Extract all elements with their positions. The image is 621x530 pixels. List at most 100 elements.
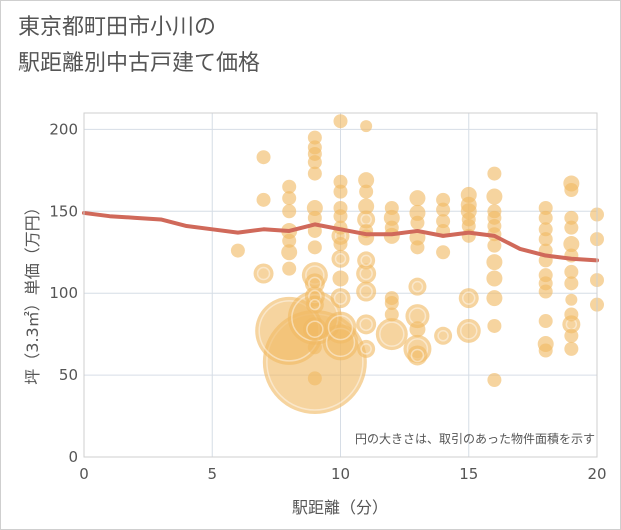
data-bubble <box>359 184 374 199</box>
data-bubble <box>324 311 357 344</box>
x-tick-label: 15 <box>459 465 478 483</box>
data-bubble <box>333 184 348 199</box>
y-tick-label: 50 <box>59 366 78 384</box>
data-bubble-highlight <box>306 320 324 338</box>
data-bubble <box>356 314 377 335</box>
data-bubble <box>256 150 271 165</box>
y-tick-label: 100 <box>49 284 78 302</box>
data-bubble-highlight <box>334 253 347 265</box>
data-bubble <box>564 264 579 279</box>
data-bubble <box>409 190 426 207</box>
data-bubble <box>305 295 324 314</box>
data-bubble <box>538 284 553 299</box>
data-bubble <box>436 202 451 217</box>
data-bubble-highlight <box>359 317 373 332</box>
data-bubble <box>331 249 350 268</box>
data-bubble <box>486 188 503 205</box>
data-bubble-highlight <box>379 321 405 347</box>
data-bubble <box>434 326 453 345</box>
data-bubble <box>538 210 553 225</box>
data-bubble <box>486 270 503 287</box>
data-bubble <box>375 318 408 351</box>
data-bubble <box>564 341 579 356</box>
data-bubble-highlight <box>437 330 449 342</box>
data-bubble <box>357 339 376 358</box>
data-bubble <box>538 314 553 329</box>
data-bubble <box>409 204 426 221</box>
data-bubble <box>487 238 502 253</box>
data-bubble <box>333 114 348 129</box>
data-bubble <box>538 222 553 237</box>
data-bubble-highlight <box>462 291 476 305</box>
data-bubble <box>564 220 579 235</box>
data-bubble-highlight <box>411 280 424 293</box>
data-bubble <box>357 210 376 229</box>
plot-area-border <box>83 112 598 458</box>
trend-line <box>82 210 599 263</box>
data-bubble <box>282 179 297 194</box>
data-bubble <box>436 214 451 229</box>
data-bubble <box>332 270 349 287</box>
data-bubble <box>410 215 425 230</box>
data-bubble-highlight <box>333 291 348 305</box>
data-bubble <box>563 236 580 253</box>
y-axis-title: 坪（3.3㎡）単価（万円） <box>23 199 42 384</box>
chart-title-line-1: 東京都町田市小川の <box>18 15 217 40</box>
data-bubble <box>405 304 430 329</box>
data-bubble <box>564 328 579 343</box>
data-bubble <box>486 290 503 307</box>
data-bubble <box>358 172 375 189</box>
data-bubble <box>458 288 479 309</box>
data-bubble <box>302 317 327 342</box>
y-tick-label: 200 <box>49 120 78 138</box>
data-bubble <box>486 254 503 271</box>
data-bubble <box>384 296 399 311</box>
data-bubble <box>281 244 298 261</box>
data-bubble <box>487 373 502 388</box>
data-bubble <box>564 210 579 225</box>
data-bubble <box>538 343 553 358</box>
y-tick-label: 150 <box>49 202 78 220</box>
data-bubble <box>356 281 377 302</box>
data-bubble <box>333 174 348 189</box>
data-bubble <box>307 155 322 170</box>
data-bubble <box>358 198 375 215</box>
data-bubble <box>487 318 502 333</box>
data-bubble-highlight <box>460 322 478 340</box>
data-bubble <box>330 288 351 309</box>
data-bubble <box>307 240 322 255</box>
x-tick-label: 0 <box>79 465 89 483</box>
data-bubble <box>538 232 553 247</box>
data-bubble <box>307 223 322 238</box>
data-bubble-highlight <box>327 314 354 341</box>
data-bubble <box>282 204 297 219</box>
data-bubble <box>538 201 553 216</box>
data-bubble-highlight <box>359 284 373 299</box>
data-bubble <box>333 237 348 252</box>
data-bubble <box>230 243 245 258</box>
chart-title: 東京都町田市小川の 駅距離別中古戸建て価格 <box>18 10 260 82</box>
data-bubble <box>408 277 427 296</box>
data-bubble <box>282 261 297 276</box>
bubble-series <box>230 114 604 414</box>
data-bubble <box>307 371 322 386</box>
y-tick-label: 0 <box>68 448 78 466</box>
data-bubble <box>357 251 376 270</box>
chart-title-line-2: 駅距離別中古戸建て価格 <box>18 51 261 76</box>
data-bubble-highlight <box>410 348 425 363</box>
data-bubble <box>564 307 579 322</box>
data-bubble <box>409 321 426 338</box>
x-axis-title: 駅距離（分） <box>292 498 388 517</box>
data-bubble <box>360 120 373 133</box>
data-bubble <box>356 263 377 284</box>
data-bubble-highlight <box>360 343 372 355</box>
bubble-size-note: 円の大きさは、取引のあった物件面積を示す <box>355 431 595 446</box>
data-bubble <box>436 245 451 260</box>
data-bubble <box>307 210 322 225</box>
data-bubble <box>253 263 274 284</box>
data-bubble <box>564 182 579 197</box>
x-tick-label: 20 <box>587 465 606 483</box>
data-bubble <box>307 166 322 181</box>
